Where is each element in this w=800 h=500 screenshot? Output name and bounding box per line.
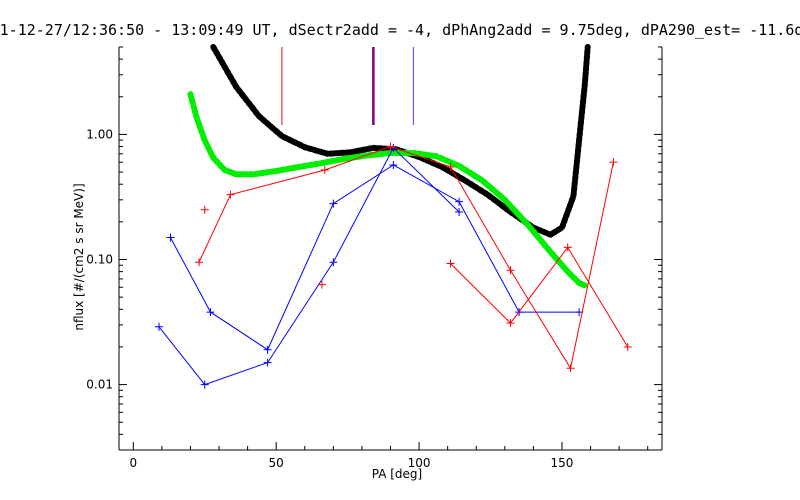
data-point-marker bbox=[329, 199, 338, 208]
data-point-marker bbox=[195, 258, 204, 267]
x-tick-label: 150 bbox=[551, 456, 574, 470]
data-point-marker bbox=[206, 308, 215, 317]
series-curve-1 bbox=[187, 91, 588, 289]
y-tick-label: 0.01 bbox=[86, 378, 113, 392]
x-tick-label: 0 bbox=[129, 456, 137, 470]
data-point-marker bbox=[455, 197, 464, 206]
data-point-marker bbox=[446, 162, 455, 171]
data-point-marker bbox=[263, 345, 272, 354]
data-point-marker bbox=[566, 364, 575, 373]
data-point-marker bbox=[623, 342, 632, 351]
data-point-marker bbox=[200, 380, 209, 389]
data-point-marker bbox=[200, 205, 209, 214]
data-point-marker bbox=[455, 207, 464, 216]
data-point-marker bbox=[329, 258, 338, 267]
x-tick-label: 100 bbox=[408, 456, 431, 470]
series-line-4 bbox=[198, 146, 614, 370]
data-point-marker bbox=[506, 319, 515, 328]
data-point-marker bbox=[263, 358, 272, 367]
data-point-marker bbox=[609, 158, 618, 167]
y-tick-label: 1.00 bbox=[86, 127, 113, 141]
series-line-3 bbox=[158, 147, 460, 386]
data-point-marker bbox=[226, 190, 235, 199]
data-point-marker bbox=[317, 280, 326, 289]
data-point-marker bbox=[155, 322, 164, 331]
data-point-marker bbox=[506, 266, 515, 275]
series-curve-0 bbox=[210, 44, 591, 238]
x-tick-label: 50 bbox=[269, 456, 284, 470]
data-point-marker bbox=[563, 243, 572, 252]
data-point-marker bbox=[166, 233, 175, 242]
series-line-5 bbox=[450, 246, 629, 348]
data-point-marker bbox=[446, 259, 455, 268]
y-axis-label: nflux [#/(cm2 s sr MeV)] bbox=[72, 183, 86, 330]
x-axis-label: PA [deg] bbox=[372, 467, 422, 481]
data-point-marker bbox=[320, 165, 329, 174]
y-tick-label: 0.10 bbox=[86, 253, 113, 267]
chart-title: 2021-12-27/12:36:50 - 13:09:49 UT, dSect… bbox=[0, 21, 800, 39]
data-point-marker bbox=[386, 142, 395, 151]
data-point-marker bbox=[389, 160, 398, 169]
series-line-2 bbox=[169, 164, 580, 351]
